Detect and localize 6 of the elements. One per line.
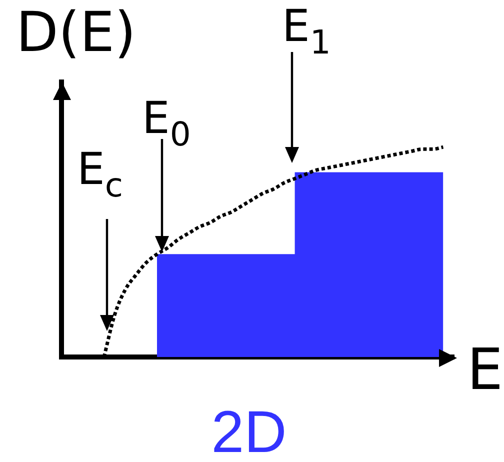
annotation: E$_{0}$ — [142, 93, 191, 154]
text: E$_{1}$ — [282, 1, 331, 62]
annotation: E$_{c}$ — [77, 144, 123, 205]
x-axis-title: E — [467, 337, 504, 403]
text: 2D — [211, 399, 287, 462]
y-axis-title: D(E) — [16, 0, 136, 64]
